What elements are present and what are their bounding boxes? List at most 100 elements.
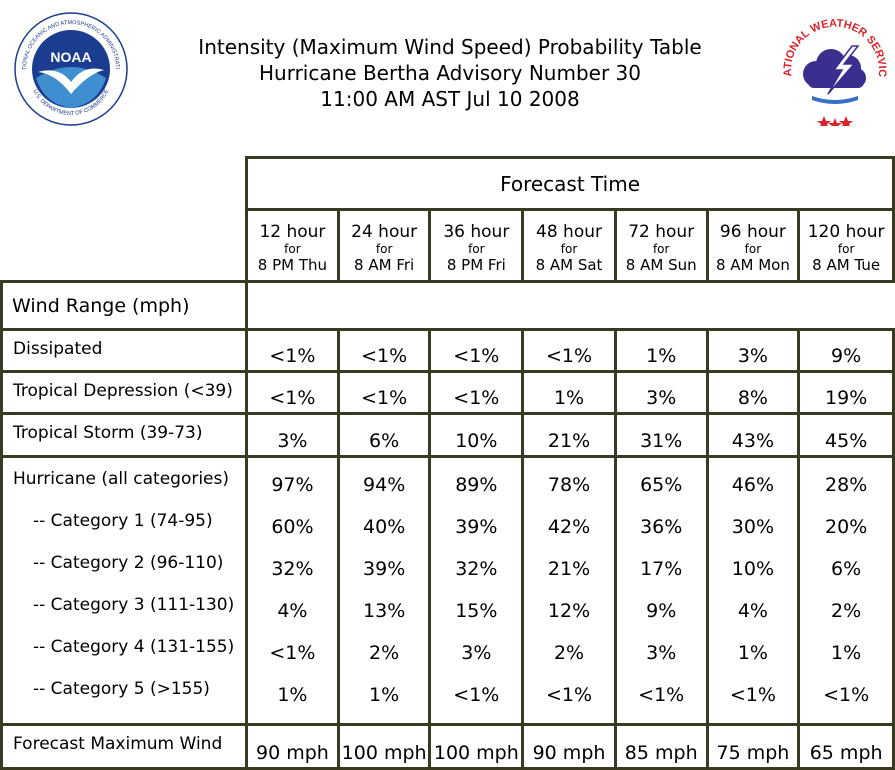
table-cell: 21% <box>547 558 591 580</box>
table-cell: 30% <box>731 516 775 538</box>
table-cell: 6% <box>336 412 432 458</box>
column-for: for <box>560 242 578 256</box>
column-header-12h: 12 hour for 8 PM Thu <box>245 208 340 283</box>
column-hour: 24 hour <box>351 222 418 242</box>
table-cell: 1% <box>831 642 862 664</box>
table-cell: 65% <box>640 474 683 496</box>
table-cell: 17% <box>640 558 683 580</box>
column-for: for <box>284 242 301 256</box>
table-cell: 1% <box>613 328 709 373</box>
column-date: 8 PM Thu <box>257 256 328 274</box>
table-cell: 1% <box>521 370 617 415</box>
column-for: for <box>837 242 855 256</box>
column-date: 8 AM Tue <box>812 256 881 274</box>
hurricane-column-96h: 46% 30% 10% 4% 1% <1% <box>705 455 801 726</box>
table-cell: 3% <box>613 370 709 415</box>
table-cell: 39% <box>455 516 498 538</box>
table-cell: 45% <box>797 412 895 458</box>
table-cell: 28% <box>825 474 868 496</box>
table-cell: 2% <box>831 600 862 622</box>
table-cell: 85 mph <box>613 723 709 770</box>
table-cell: 40% <box>363 516 406 538</box>
table-cell: 89% <box>455 474 498 496</box>
wind-range-header: Wind Range (mph) <box>0 280 249 331</box>
table-cell: 2% <box>369 642 400 664</box>
column-date: 8 AM Fri <box>354 256 415 274</box>
hurricane-column-48h: 78% 42% 21% 12% 2% <1% <box>521 455 617 726</box>
row-label-category-4: -- Category 4 (131-155) <box>33 637 235 657</box>
table-cell: 32% <box>271 558 314 580</box>
table-cell: 4% <box>737 600 768 622</box>
column-for: for <box>652 242 670 256</box>
column-hour: 48 hour <box>536 222 602 242</box>
blank-corner <box>2 158 247 210</box>
title-block: Intensity (Maximum Wind Speed) Probabili… <box>150 34 750 112</box>
table-cell: 8% <box>705 370 801 415</box>
column-for: for <box>468 242 485 256</box>
table-cell: <1% <box>428 370 525 415</box>
table-cell: 78% <box>547 474 591 496</box>
table-cell: 2% <box>553 642 585 664</box>
column-hour: 72 hour <box>628 222 695 242</box>
table-cell: 90 mph <box>521 723 617 770</box>
column-header-48h: 48 hour for 8 AM Sat <box>521 208 617 283</box>
column-date: 8 PM Fri <box>446 256 506 274</box>
table-cell: 100 mph <box>336 723 432 770</box>
table-cell: 97% <box>271 474 314 496</box>
column-hour: 96 hour <box>719 222 786 242</box>
table-cell: <1% <box>729 684 776 706</box>
table-cell: 13% <box>363 600 406 622</box>
table-cell: 46% <box>731 474 775 496</box>
noaa-wordmark: NOAA <box>50 49 91 65</box>
hurricane-column-36h: 89% 39% 32% 15% 3% <1% <box>428 455 525 726</box>
table-cell: 75 mph <box>705 723 801 770</box>
table-cell: 39% <box>363 558 406 580</box>
table-cell: 1% <box>277 684 308 706</box>
title-line-3: 11:00 AM AST Jul 10 2008 <box>320 87 580 111</box>
table-cell: <1% <box>336 370 432 415</box>
table-cell: 21% <box>521 412 617 458</box>
table-cell: <1% <box>336 328 432 373</box>
hurricane-column-72h: 65% 36% 17% 9% 3% <1% <box>613 455 709 726</box>
table-cell: <1% <box>428 328 525 373</box>
column-for: for <box>744 242 762 256</box>
row-label-category-1: -- Category 1 (74-95) <box>33 511 213 531</box>
table-cell: <1% <box>269 642 316 664</box>
row-label-category-3: -- Category 3 (111-130) <box>33 595 235 615</box>
table-cell: 9% <box>646 600 677 622</box>
column-header-96h: 96 hour for 8 AM Mon <box>705 208 801 283</box>
row-label-category-2: -- Category 2 (96-110) <box>33 553 224 573</box>
column-hour: 12 hour <box>259 222 326 242</box>
row-label-category-5: -- Category 5 (>155) <box>33 679 210 699</box>
table-cell: 36% <box>640 516 683 538</box>
row-label-max-wind: Forecast Maximum Wind <box>0 723 249 770</box>
probability-table: Forecast Time 12 hour for 8 PM Thu 24 ho… <box>0 156 895 770</box>
table-cell: 94% <box>363 474 406 496</box>
row-label-dissipated: Dissipated <box>0 328 249 373</box>
title-line-1: Intensity (Maximum Wind Speed) Probabili… <box>198 35 702 59</box>
column-date: 8 AM Mon <box>715 256 790 274</box>
table-cell: <1% <box>545 684 593 706</box>
table-cell: <1% <box>453 684 500 706</box>
table-cell: 3% <box>646 642 677 664</box>
table-cell: 1% <box>369 684 400 706</box>
column-header-72h: 72 hour for 8 AM Sun <box>613 208 709 283</box>
forecast-time-header: Forecast Time <box>245 156 895 211</box>
table-cell: <1% <box>521 328 617 373</box>
title-line-2: Hurricane Bertha Advisory Number 30 <box>259 61 641 85</box>
nws-logo: NATIONAL WEATHER SERVICE <box>774 0 892 131</box>
table-cell: 1% <box>737 642 768 664</box>
table-cell: 100 mph <box>428 723 525 770</box>
column-header-24h: 24 hour for 8 AM Fri <box>336 208 432 283</box>
table-cell: 90 mph <box>245 723 340 770</box>
blank-corner-2 <box>2 210 247 282</box>
row-label-hurricane: Hurricane (all categories) <box>13 469 230 489</box>
column-header-36h: 36 hour for 8 PM Fri <box>428 208 525 283</box>
column-hour: 36 hour <box>443 222 510 242</box>
table-cell: 12% <box>547 600 591 622</box>
hurricane-column-12h: 97% 60% 32% 4% <1% 1% <box>245 455 340 726</box>
column-for: for <box>375 242 393 256</box>
table-cell: 20% <box>825 516 868 538</box>
table-cell: 60% <box>271 516 314 538</box>
noaa-logo: NOAA NATIONAL OCEANIC AND ATMOSPHERIC AD… <box>12 8 128 126</box>
